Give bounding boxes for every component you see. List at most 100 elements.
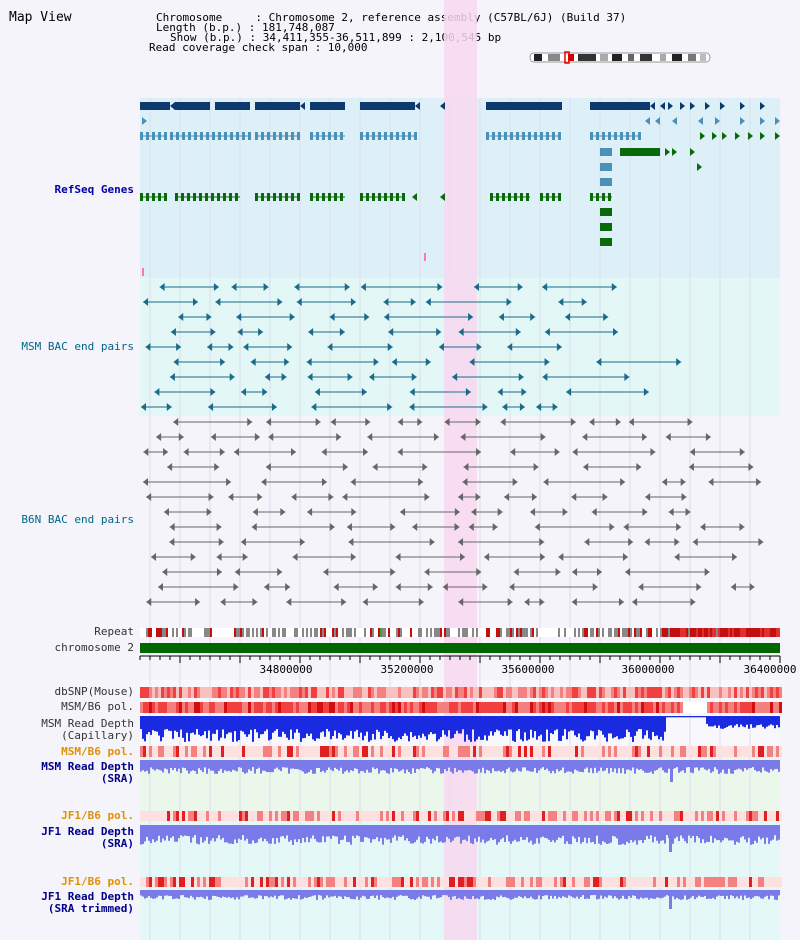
- heat-cell: [542, 687, 545, 698]
- repeat-bar: [664, 628, 666, 637]
- heat-cell: [599, 687, 602, 698]
- heat-cell: [557, 877, 560, 887]
- heat-cell: [584, 746, 587, 757]
- depth-bar: [740, 760, 742, 770]
- heat-cell: [227, 811, 230, 821]
- depth-bar: [226, 760, 228, 772]
- heat-cell: [443, 746, 446, 757]
- depth-bar: [178, 716, 180, 737]
- depth-bar: [462, 825, 464, 840]
- depth-bar: [538, 825, 540, 844]
- depth-bar: [352, 890, 354, 900]
- repeat-bar: [410, 628, 412, 637]
- heat-cell: [374, 746, 377, 757]
- repeat-bar: [224, 628, 226, 637]
- depth-bar: [524, 890, 526, 897]
- bac-end-left: [708, 478, 714, 486]
- heat-cell: [296, 746, 299, 757]
- depth-bar: [688, 825, 690, 836]
- bac-end-left: [469, 358, 475, 366]
- heat-cell: [374, 702, 377, 713]
- heat-cell: [212, 877, 215, 887]
- heat-cell: [650, 702, 653, 713]
- bac-end-right: [539, 538, 545, 546]
- depth-bar: [180, 890, 182, 896]
- heat-cell: [449, 687, 452, 698]
- depth-bar: [208, 760, 210, 769]
- heat-cell: [656, 746, 659, 757]
- msm-bac-label[interactable]: MSM BAC end pairs: [21, 340, 134, 353]
- depth-bar: [578, 890, 580, 899]
- depth-bar: [408, 890, 410, 899]
- heat-cell: [179, 687, 182, 698]
- depth-bar: [762, 825, 764, 838]
- heat-cell: [332, 687, 335, 698]
- depth-bar: [740, 890, 742, 896]
- depth-bar: [418, 890, 420, 897]
- depth-bar: [662, 716, 664, 741]
- depth-bar: [736, 716, 738, 725]
- heat-cell: [527, 877, 530, 887]
- heat-cell: [386, 702, 389, 713]
- heat-cell: [677, 811, 680, 821]
- heat-cell: [470, 702, 473, 713]
- bac-end-left: [674, 553, 680, 561]
- gene-arrow: [672, 117, 677, 125]
- depth-bar: [150, 716, 152, 735]
- depth-bar: [548, 716, 550, 742]
- bac-end-right: [758, 538, 764, 546]
- gene-arrow: [698, 117, 703, 125]
- depth-bar: [332, 890, 334, 897]
- depth-bar: [636, 825, 638, 845]
- msm-depth-sra-label: MSM Read Depth: [41, 760, 134, 773]
- depth-bar: [224, 760, 226, 771]
- depth-bar: [678, 825, 680, 842]
- depth-bar: [746, 716, 748, 725]
- heat-cell: [386, 687, 389, 698]
- depth-bar: [414, 890, 416, 900]
- depth-bar: [448, 716, 450, 731]
- depth-bar: [716, 760, 718, 770]
- heat-cell: [764, 746, 767, 757]
- depth-bar: [714, 760, 716, 768]
- heat-cell: [197, 746, 200, 757]
- depth-bar: [290, 825, 292, 841]
- depth-bar: [330, 890, 332, 897]
- depth-bar: [482, 760, 484, 768]
- depth-bar: [748, 716, 750, 729]
- depth-bar: [488, 825, 490, 841]
- depth-bar: [380, 825, 382, 839]
- depth-bar: [644, 890, 646, 898]
- heat-cell: [701, 702, 704, 713]
- depth-bar: [198, 825, 200, 845]
- gene-exon: [486, 102, 562, 110]
- depth-bar: [738, 825, 740, 843]
- gene-arrow: [722, 132, 727, 140]
- depth-bar: [220, 760, 222, 769]
- repeat-bar: [332, 628, 334, 637]
- heat-cell: [449, 877, 452, 887]
- depth-bar: [490, 716, 492, 732]
- heat-cell: [191, 877, 194, 887]
- depth-bar: [624, 760, 626, 774]
- heat-cell: [218, 746, 221, 757]
- depth-bar: [590, 716, 592, 731]
- heat-cell: [698, 811, 701, 821]
- heat-cell: [611, 746, 614, 757]
- depth-bar: [720, 890, 722, 896]
- b6n-bac-label[interactable]: B6N BAC end pairs: [21, 513, 134, 526]
- depth-bar: [188, 890, 190, 899]
- heat-cell: [248, 877, 251, 887]
- gene-exon: [558, 193, 561, 201]
- heat-cell: [227, 877, 230, 887]
- depth-bar: [492, 760, 494, 769]
- heat-cell: [662, 746, 665, 757]
- refseq-label[interactable]: RefSeq Genes: [54, 183, 134, 196]
- bac-end-right: [390, 568, 396, 576]
- depth-bar: [280, 760, 282, 772]
- depth-bar: [562, 825, 564, 836]
- depth-bar: [392, 825, 394, 838]
- depth-bar: [634, 716, 636, 736]
- depth-bar: [282, 716, 284, 732]
